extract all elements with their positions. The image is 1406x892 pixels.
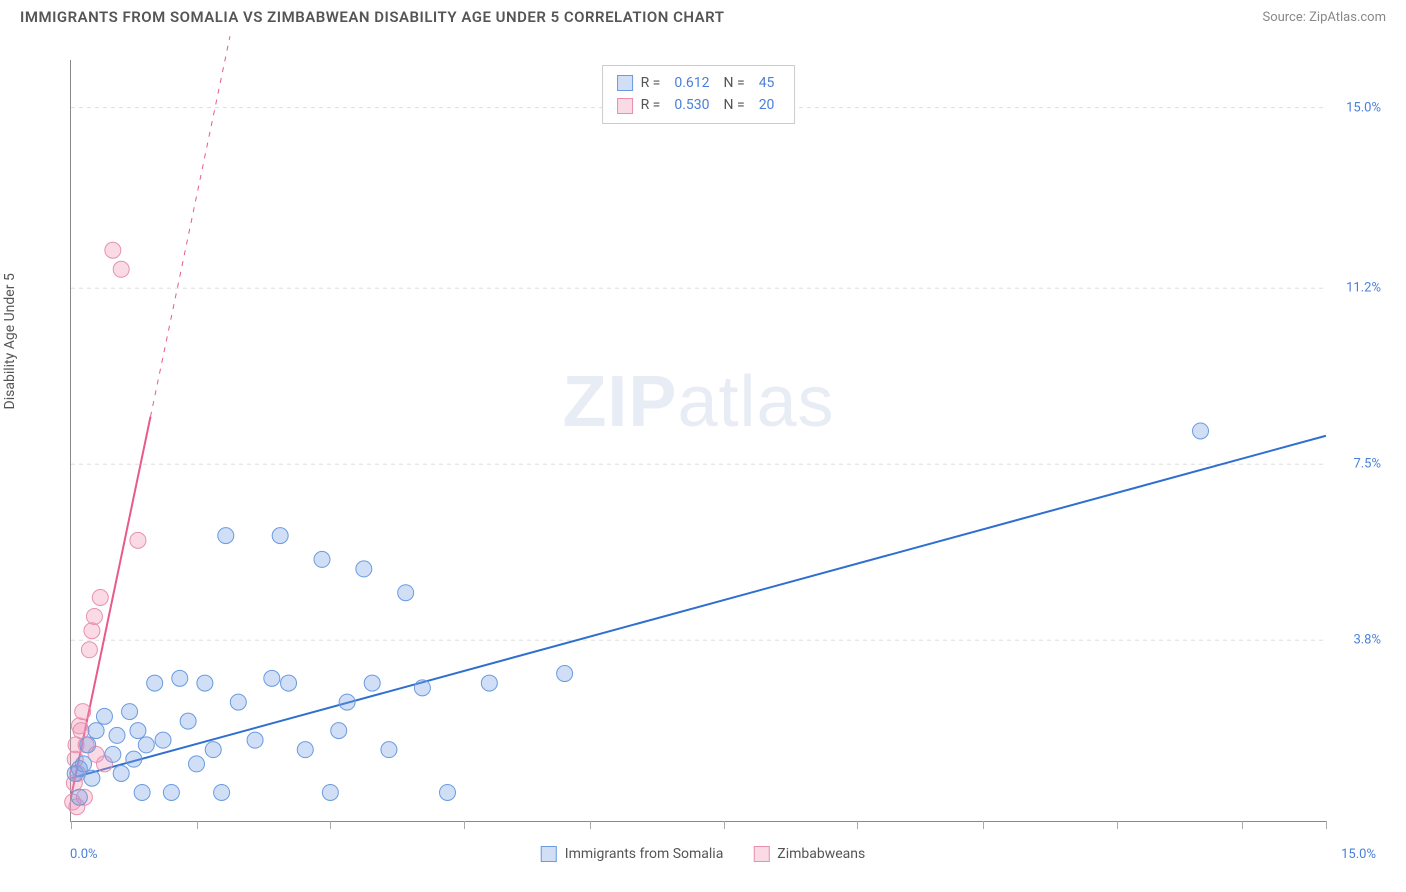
y-tick-label: 15.0%: [1346, 100, 1381, 115]
stats-row: R = 0.612 N = 45: [617, 72, 781, 94]
stat-n-label: N =: [724, 94, 745, 116]
legend-item: Immigrants from Somalia: [541, 846, 724, 862]
legend-item: Zimbabweans: [753, 846, 865, 862]
stat-r-label: R =: [641, 94, 661, 116]
legend-swatch-icon: [541, 846, 557, 862]
legend-swatch-icon: [617, 75, 633, 91]
x-tick: [197, 821, 198, 829]
x-axis-max-label: 15.0%: [1341, 847, 1376, 862]
legend-item-label: Zimbabweans: [777, 846, 865, 862]
chart-container: Disability Age Under 5 R = 0.612 N = 45 …: [20, 40, 1386, 872]
bottom-legend: Immigrants from Somalia Zimbabweans: [541, 846, 865, 862]
stat-n-value: 20: [759, 94, 775, 116]
x-tick: [330, 821, 331, 829]
x-tick: [464, 821, 465, 829]
x-tick: [983, 821, 984, 829]
legend-item-label: Immigrants from Somalia: [565, 846, 724, 862]
legend-swatch-icon: [617, 98, 633, 114]
x-axis-min-label: 0.0%: [70, 847, 98, 862]
stats-legend: R = 0.612 N = 45 R = 0.530 N = 20: [602, 65, 796, 124]
scatter-plot-svg: [71, 60, 1326, 821]
stat-r-value: 0.612: [674, 72, 709, 94]
plot-area: R = 0.612 N = 45 R = 0.530 N = 20 ZIPatl…: [70, 60, 1326, 822]
stat-r-value: 0.530: [674, 94, 709, 116]
x-tick: [1326, 821, 1327, 829]
y-tick-label: 11.2%: [1346, 281, 1381, 296]
chart-title: IMMIGRANTS FROM SOMALIA VS ZIMBABWEAN DI…: [20, 8, 724, 26]
y-tick-label: 7.5%: [1353, 457, 1381, 472]
stat-r-label: R =: [641, 72, 661, 94]
stats-row: R = 0.530 N = 20: [617, 94, 781, 116]
stat-n-value: 45: [759, 72, 775, 94]
legend-swatch-icon: [753, 846, 769, 862]
x-tick: [1242, 821, 1243, 829]
chart-source: Source: ZipAtlas.com: [1262, 10, 1386, 25]
x-tick: [1117, 821, 1118, 829]
stat-n-label: N =: [724, 72, 745, 94]
y-axis-label: Disability Age Under 5: [2, 273, 18, 409]
x-tick: [724, 821, 725, 829]
x-tick: [857, 821, 858, 829]
x-tick: [590, 821, 591, 829]
x-tick: [71, 821, 72, 829]
y-tick-label: 3.8%: [1353, 633, 1381, 648]
chart-header: IMMIGRANTS FROM SOMALIA VS ZIMBABWEAN DI…: [0, 0, 1406, 30]
